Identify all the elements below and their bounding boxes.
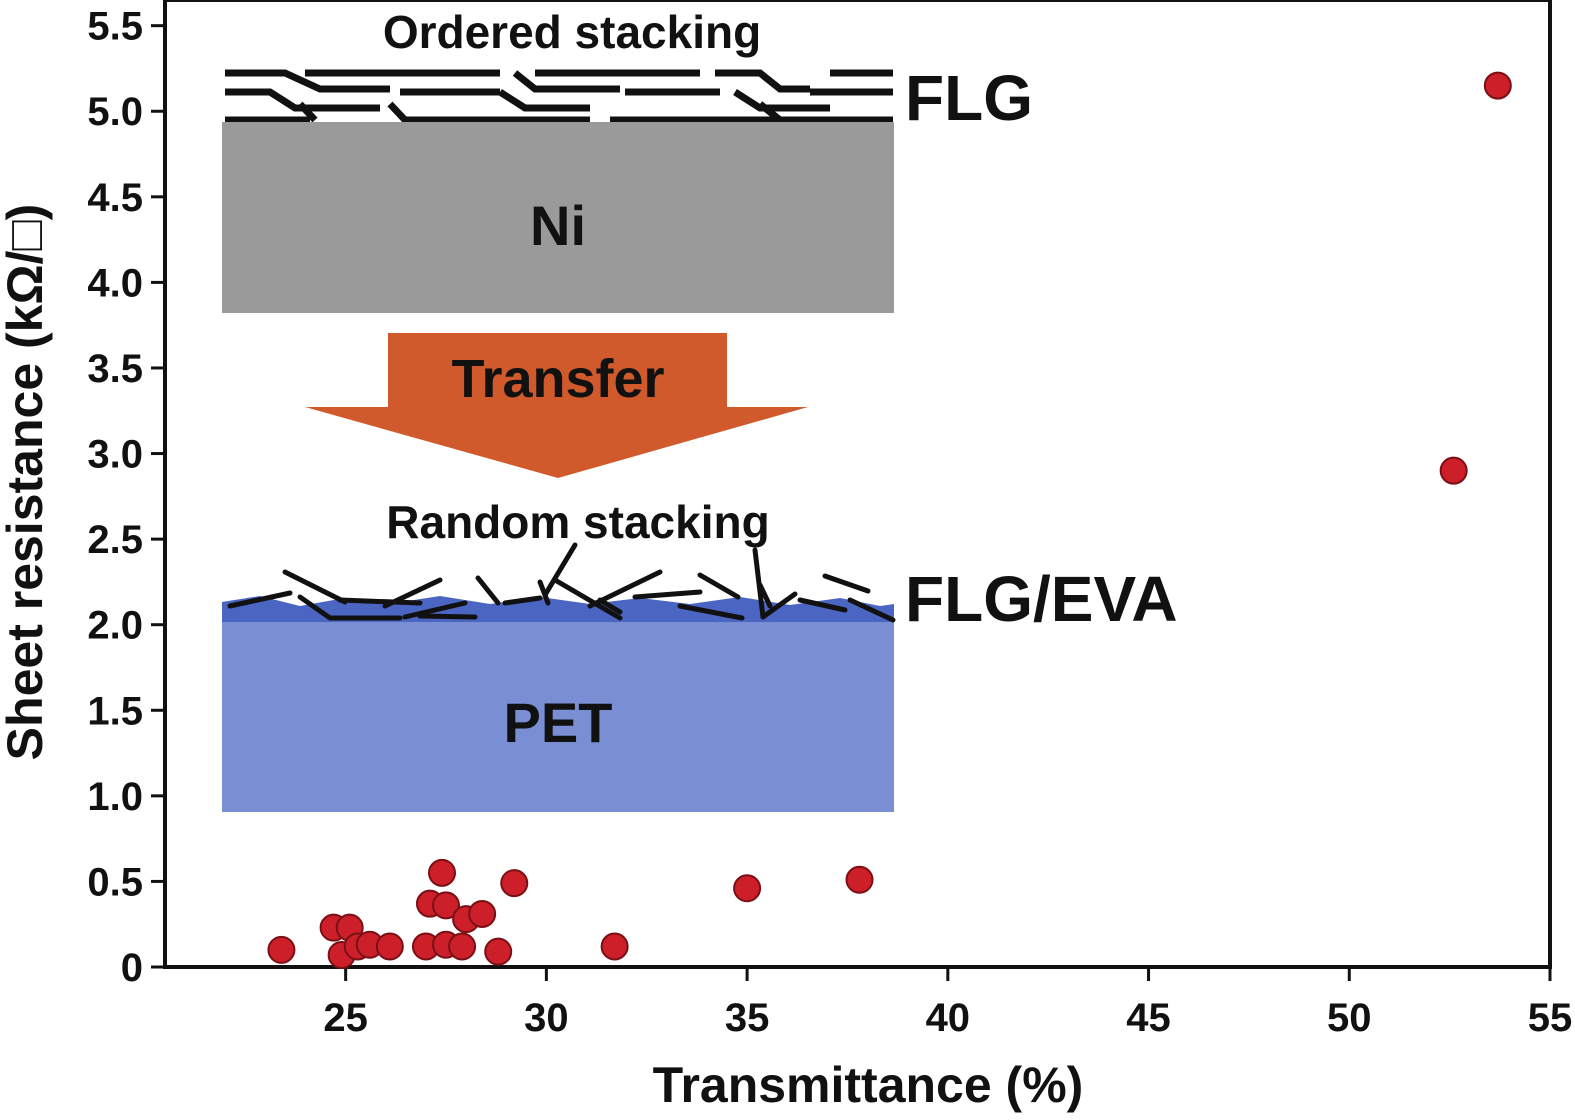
x-tick-label: 45 (1126, 996, 1171, 1040)
data-point (600, 932, 629, 961)
x-axis-title: Transmittance (%) (653, 1057, 1084, 1113)
inset-top-caption: Ordered stacking (383, 6, 761, 58)
y-tick-label: 0 (121, 946, 143, 990)
y-tick-label: 2.0 (87, 604, 143, 648)
data-point (1439, 456, 1468, 485)
ordered-flg-layers (225, 69, 893, 124)
pet-label: PET (504, 691, 613, 754)
x-tick-label: 55 (1528, 996, 1573, 1040)
y-axis-ticks: 0 0.5 1.0 1.5 2.0 2.5 3.0 3.5 4.0 4.5 5.0 5.5 (87, 5, 165, 990)
y-tick-label: 1.5 (87, 689, 143, 733)
x-tick-label: 40 (926, 996, 971, 1040)
x-tick-label: 50 (1327, 996, 1372, 1040)
y-tick-label: 0.5 (87, 860, 143, 904)
inset-bottom-caption: Random stacking (386, 496, 769, 548)
data-point (500, 869, 529, 898)
y-tick-label: 2.5 (87, 518, 143, 562)
transfer-arrow (305, 333, 808, 478)
transfer-label: Transfer (451, 349, 664, 409)
inset-schematic: Ordered stacking FLG Ni Transfe (222, 6, 1178, 812)
y-tick-label: 1.0 (87, 775, 143, 819)
flg-eva-label: FLG/EVA (905, 563, 1178, 635)
data-points (267, 71, 1512, 970)
y-tick-label: 4.5 (87, 176, 143, 220)
ni-label: Ni (530, 194, 586, 257)
data-point (428, 858, 456, 887)
data-point (484, 937, 513, 966)
y-tick-label: 3.0 (87, 433, 143, 477)
y-tick-label: 3.5 (87, 347, 143, 391)
x-axis-ticks: 25 30 35 40 45 50 55 (323, 967, 1572, 1040)
y-axis-title: Sheet resistance (kΩ/□) (0, 204, 53, 761)
random-flg-flakes (227, 542, 896, 623)
data-point (845, 865, 874, 894)
pet-substrate (222, 622, 894, 812)
data-point (733, 874, 762, 903)
data-point (468, 899, 497, 928)
data-point (267, 935, 296, 964)
y-tick-label: 5.5 (87, 5, 143, 49)
ni-substrate (222, 122, 894, 313)
x-tick-label: 25 (323, 996, 368, 1040)
x-tick-label: 30 (524, 996, 569, 1040)
flg-label: FLG (905, 62, 1033, 134)
x-tick-label: 35 (725, 996, 770, 1040)
data-point (1483, 71, 1512, 100)
data-point (375, 932, 404, 961)
data-point (448, 932, 477, 961)
data-point (432, 891, 461, 920)
y-tick-label: 4.0 (87, 261, 143, 305)
y-tick-label: 5.0 (87, 90, 143, 134)
